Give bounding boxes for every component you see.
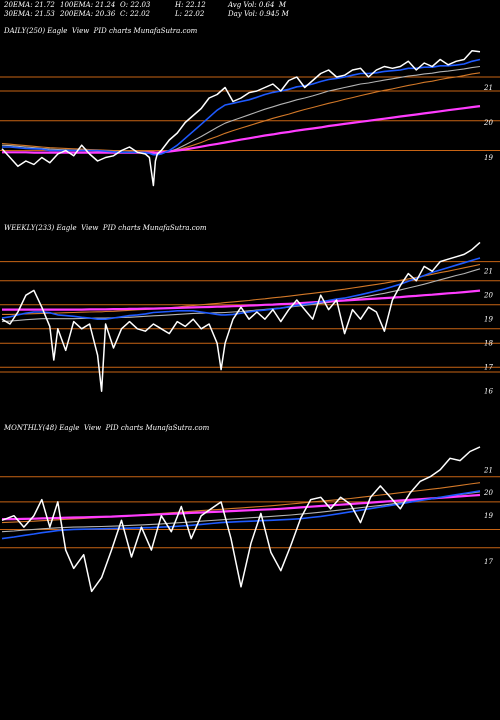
stat-day-vol: Day Vol: 0.945 M: [228, 10, 289, 18]
stat-avg-vol: Avg Vol: 0.64 M: [228, 1, 287, 9]
weekly-y-tick-1: 20: [483, 292, 493, 300]
monthly-y-tick-1: 20: [483, 489, 493, 497]
weekly-series-ema-pink: [2, 289, 481, 311]
stat-close: C: 22.02: [120, 10, 150, 18]
weekly-series-ema-grey: [1, 268, 481, 323]
stat-ema100: 100EMA: 21.24: [60, 1, 116, 9]
weekly-panel-title: WEEKLY(233) Eagle View PID charts Munafa…: [4, 224, 207, 232]
monthly-y-tick-0: 21: [483, 466, 493, 474]
weekly-series-ema-orange: [2, 263, 481, 315]
stat-ema200: 200EMA: 20.36: [60, 10, 116, 18]
monthly-series-price: [1, 446, 481, 593]
monthly-panel-title: MONTHLY(48) Eagle View PID charts Munafa…: [4, 424, 210, 432]
weekly-y-tick-4: 17: [484, 364, 493, 372]
monthly-series-ema-orange: [1, 482, 481, 524]
daily-series-ema-pink: [2, 105, 481, 154]
daily-y-tick-2: 19: [484, 154, 493, 162]
monthly-series-ema-blue: [1, 490, 481, 540]
daily-y-tick-1: 20: [483, 119, 493, 127]
stat-ema20: 20EMA: 21.72: [4, 1, 55, 9]
stat-high: H: 22.12: [175, 1, 206, 9]
monthly-y-tick-2: 19: [484, 512, 493, 520]
weekly-y-tick-5: 16: [484, 388, 493, 396]
stat-open: O: 22.03: [120, 1, 151, 9]
monthly-series-ema-pink: [2, 493, 481, 521]
stat-ema30: 30EMA: 21.53: [4, 10, 55, 18]
daily-y-tick-0: 21: [483, 84, 493, 92]
weekly-series-price: [1, 241, 481, 392]
daily-panel-title: DAILY(250) Eagle View PID charts MunafaS…: [4, 27, 198, 35]
daily-series-price: [1, 50, 481, 187]
weekly-series-ema-blue: [1, 257, 481, 321]
weekly-y-tick-0: 21: [483, 268, 493, 276]
weekly-y-tick-3: 18: [484, 340, 493, 348]
monthly-series-ema-grey: [1, 491, 481, 533]
stat-low: L: 22.02: [175, 10, 205, 18]
monthly-y-tick-3: 17: [484, 558, 493, 566]
weekly-y-tick-2: 19: [484, 316, 493, 324]
